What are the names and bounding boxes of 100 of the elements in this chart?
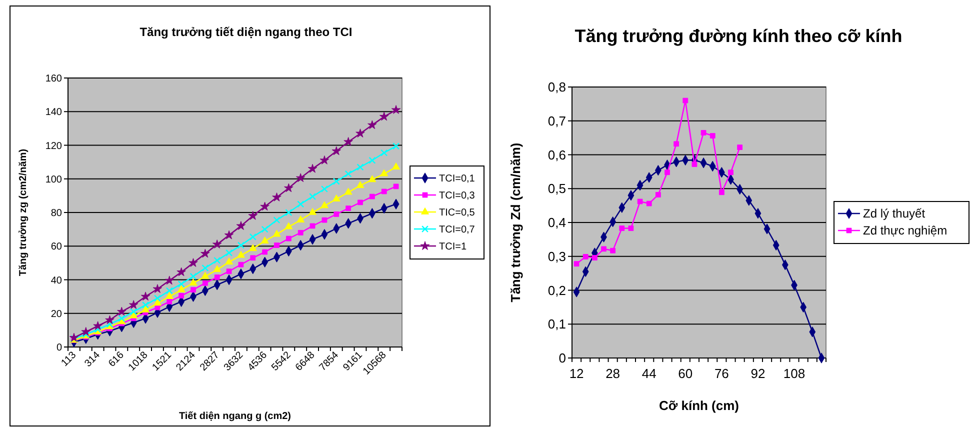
chart-title: Tăng trưởng tiết diện ngang theo TCI xyxy=(140,25,352,39)
y-tick-label: 100 xyxy=(45,174,62,186)
point xyxy=(296,216,305,222)
point xyxy=(308,164,318,173)
point xyxy=(226,249,233,256)
point xyxy=(682,98,688,104)
x-tick-label: 314 xyxy=(82,350,103,370)
point xyxy=(298,230,304,236)
point xyxy=(214,256,221,264)
point xyxy=(93,321,102,330)
point xyxy=(190,272,197,280)
point xyxy=(142,301,150,308)
point xyxy=(320,156,330,164)
y-tick-label: 0,8 xyxy=(548,80,566,95)
point xyxy=(637,198,643,204)
point xyxy=(178,293,184,298)
y-tick-label: 0,4 xyxy=(548,215,566,230)
point xyxy=(248,244,257,252)
point xyxy=(320,201,328,208)
point xyxy=(189,278,198,286)
y-axis-title: Tăng trưởng Zd (cm/năm) xyxy=(508,142,523,302)
legend-label: TCI=0,3 xyxy=(439,190,476,202)
point xyxy=(592,255,598,260)
y-tick-label: 0,1 xyxy=(548,316,566,332)
point xyxy=(238,262,244,268)
point xyxy=(272,192,282,202)
point xyxy=(236,221,246,230)
point xyxy=(655,192,661,198)
point xyxy=(284,222,293,230)
point xyxy=(344,188,352,195)
point xyxy=(344,137,353,146)
point xyxy=(728,170,734,176)
point xyxy=(674,141,680,147)
y-tick-label: 60 xyxy=(50,242,62,253)
point xyxy=(213,265,222,272)
y-tick-label: 0 xyxy=(56,342,62,354)
point xyxy=(153,298,162,306)
point xyxy=(140,292,150,301)
point xyxy=(272,230,281,237)
point xyxy=(165,292,174,299)
point xyxy=(261,226,268,233)
y-tick-label: 120 xyxy=(45,140,62,152)
point xyxy=(117,306,126,316)
x-tick-label: 28 xyxy=(606,366,620,381)
point xyxy=(128,300,138,309)
point xyxy=(308,208,317,215)
point xyxy=(332,178,340,185)
point xyxy=(164,276,174,285)
point xyxy=(166,298,172,304)
point xyxy=(619,226,625,231)
x-tick-label: 12 xyxy=(569,366,584,381)
point xyxy=(610,248,616,254)
point xyxy=(260,236,269,244)
x-tick-label: 44 xyxy=(642,366,656,381)
point xyxy=(320,185,328,192)
point xyxy=(178,280,185,288)
y-tick-label: 40 xyxy=(50,275,62,286)
point xyxy=(368,120,377,130)
point xyxy=(249,233,256,240)
point xyxy=(130,308,138,316)
point xyxy=(309,193,316,200)
point xyxy=(214,274,220,280)
point xyxy=(274,242,280,248)
y-tick-label: 20 xyxy=(50,308,62,320)
point xyxy=(142,305,150,312)
point xyxy=(201,272,210,279)
y-axis-title: Tăng trưởng zg (cm2/năm) xyxy=(18,148,29,276)
point xyxy=(582,254,588,260)
chart-title: Tăng trưởng đường kính theo cỡ kính xyxy=(574,26,902,46)
y-tick-label: 0,6 xyxy=(548,147,566,162)
point xyxy=(202,280,208,286)
point xyxy=(718,190,724,196)
point xyxy=(81,326,91,336)
point xyxy=(154,294,161,302)
y-tick-label: 0,3 xyxy=(548,248,566,264)
point xyxy=(262,249,268,255)
point xyxy=(710,133,716,138)
point xyxy=(369,194,375,200)
point xyxy=(332,194,340,202)
point xyxy=(692,162,698,167)
x-tick-label: 60 xyxy=(678,366,693,381)
x-axis-title: Cỡ kính (cm) xyxy=(658,398,740,413)
point xyxy=(105,315,114,324)
point xyxy=(212,240,222,248)
point xyxy=(344,170,352,178)
point xyxy=(601,246,606,252)
point xyxy=(737,144,743,150)
point xyxy=(188,258,198,267)
y-tick-label: 0,5 xyxy=(548,181,566,196)
point xyxy=(322,217,328,223)
point xyxy=(226,268,232,274)
point xyxy=(190,287,196,293)
point xyxy=(177,285,186,292)
point xyxy=(285,208,292,216)
legend-label: TIC=0,5 xyxy=(439,208,476,218)
y-tick-label: 140 xyxy=(45,107,62,118)
point xyxy=(260,202,270,211)
point xyxy=(391,105,401,114)
x-tick-label: 92 xyxy=(750,366,766,381)
x-tick-label: 108 xyxy=(783,366,806,381)
